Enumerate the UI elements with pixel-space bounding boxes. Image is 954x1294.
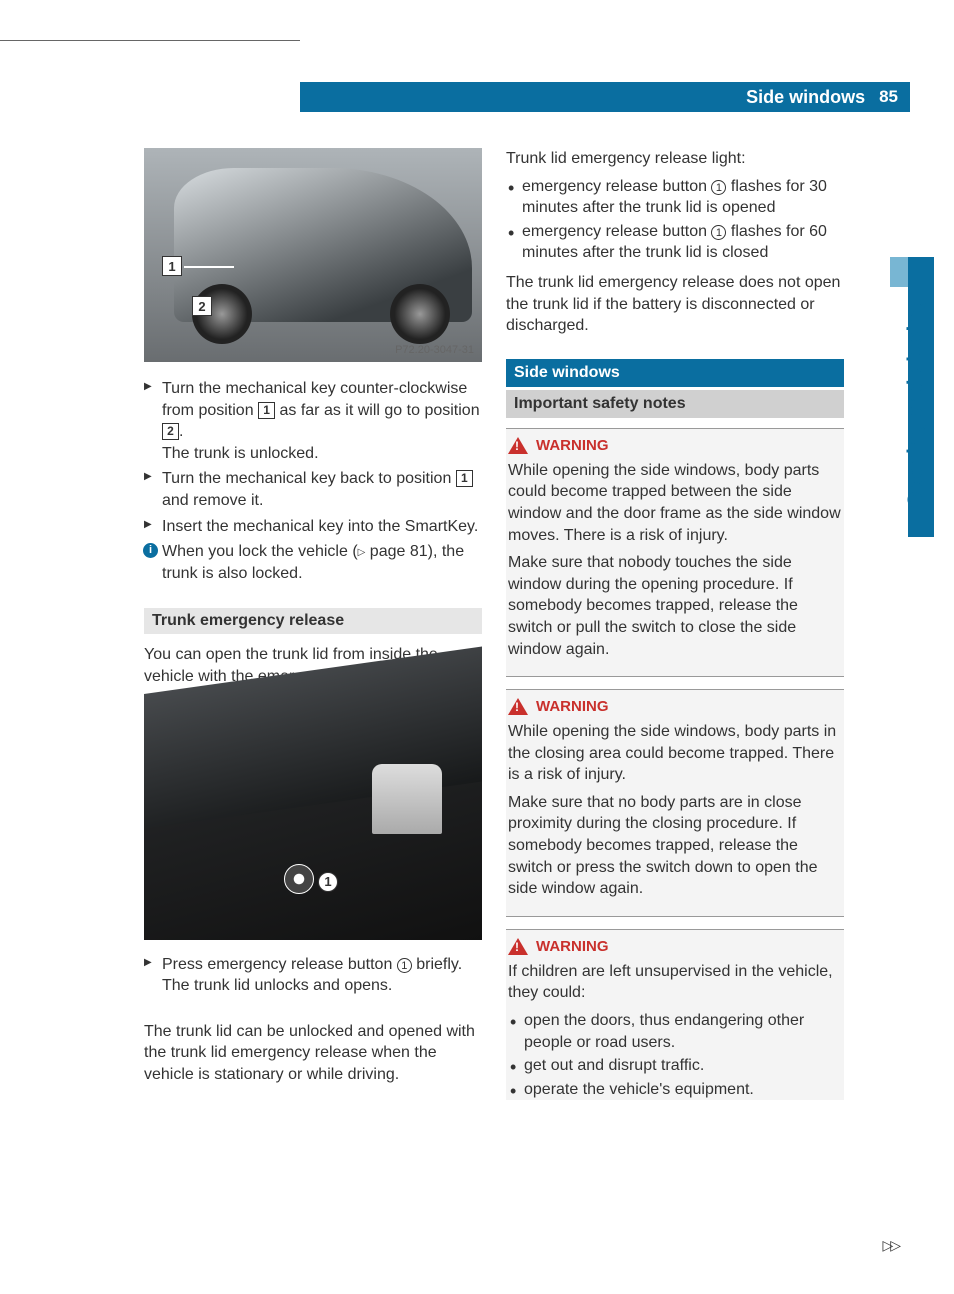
section-side-label: Opening and closing bbox=[904, 300, 928, 560]
release-light-item-1: emergency release button 1 flashes for 3… bbox=[506, 176, 844, 219]
fig1-callout-1: 1 bbox=[162, 256, 182, 276]
warning-3-item-3: operate the vehicle's equipment. bbox=[508, 1079, 842, 1101]
release-light-heading: Trunk lid emergency release light: bbox=[506, 148, 844, 170]
inline-callout-1: 1 bbox=[258, 402, 275, 419]
warning-2-p2: Make sure that no body parts are in clos… bbox=[508, 792, 842, 900]
header-title: Side windows bbox=[746, 87, 865, 108]
warning-3-heading: WARNING bbox=[508, 938, 842, 955]
figure-trunk-key: 1 2 P72.20-3047-31 bbox=[144, 148, 482, 362]
fig1-callout-2: 2 bbox=[192, 296, 212, 316]
header-page: 85 bbox=[879, 87, 898, 107]
warning-3: WARNING If children are left unsupervise… bbox=[506, 929, 844, 1101]
inline-callout-1b: 1 bbox=[456, 470, 473, 487]
warning-1-p1: While opening the side windows, body par… bbox=[508, 460, 842, 546]
figure-trunk-release: 1 P72.20-3048-31 bbox=[144, 694, 482, 940]
release-note: The trunk lid can be unlocked and opened… bbox=[144, 1021, 482, 1086]
warning-2-p1: While opening the side windows, body par… bbox=[508, 721, 842, 786]
page-content: 1 2 P72.20-3047-31 Turn the mechanical k… bbox=[144, 148, 844, 1112]
release-steps: Press emergency release button 1 briefly… bbox=[144, 954, 482, 997]
page-header: Side windows 85 bbox=[300, 82, 910, 112]
warning-icon bbox=[508, 938, 528, 955]
left-column: 1 2 P72.20-3047-31 Turn the mechanical k… bbox=[144, 148, 482, 1112]
release-light-item-2: emergency release button 1 flashes for 6… bbox=[506, 221, 844, 264]
warning-3-item-2: get out and disrupt traffic. bbox=[508, 1055, 842, 1077]
warning-1: WARNING While opening the side windows, … bbox=[506, 428, 844, 677]
inline-callout-circle-1c: 1 bbox=[711, 225, 726, 240]
step-1: Turn the mechanical key counter-clockwis… bbox=[144, 378, 482, 464]
inline-callout-2: 2 bbox=[162, 423, 179, 440]
warning-3-p1: If children are left unsupervised in the… bbox=[508, 961, 842, 1004]
warning-1-heading: WARNING bbox=[508, 437, 842, 454]
warning-2-heading: WARNING bbox=[508, 698, 842, 715]
top-rule bbox=[0, 40, 300, 41]
heading-side-windows: Side windows bbox=[506, 359, 844, 387]
warning-2: WARNING While opening the side windows, … bbox=[506, 689, 844, 917]
info-note: When you lock the vehicle (▷ page 81), t… bbox=[144, 541, 482, 584]
release-step: Press emergency release button 1 briefly… bbox=[144, 954, 482, 997]
release-light-list: emergency release button 1 flashes for 3… bbox=[506, 176, 844, 264]
subheading-safety-notes: Important safety notes bbox=[506, 390, 844, 418]
warning-3-item-1: open the doors, thus endangering other p… bbox=[508, 1010, 842, 1053]
warning-3-list: open the doors, thus endangering other p… bbox=[508, 1010, 842, 1100]
step-3: Insert the mechanical key into the Smart… bbox=[144, 516, 482, 538]
section-tab-accent bbox=[890, 257, 908, 287]
release-battery-note: The trunk lid emergency release does not… bbox=[506, 272, 844, 337]
warning-1-p2: Make sure that nobody touches the side w… bbox=[508, 552, 842, 660]
warning-icon bbox=[508, 698, 528, 715]
key-steps: Turn the mechanical key counter-clockwis… bbox=[144, 378, 482, 584]
inline-callout-circle-1b: 1 bbox=[711, 180, 726, 195]
step-2: Turn the mechanical key back to position… bbox=[144, 468, 482, 511]
inline-callout-circle-1: 1 bbox=[397, 958, 412, 973]
fig2-callout-1: 1 bbox=[318, 872, 338, 892]
right-column: Trunk lid emergency release light: emerg… bbox=[506, 148, 844, 1112]
heading-trunk-emergency: Trunk emergency release bbox=[144, 608, 482, 634]
fig1-code: P72.20-3047-31 bbox=[395, 344, 474, 356]
continue-icon: ▷▷ bbox=[882, 1237, 898, 1254]
warning-icon bbox=[508, 437, 528, 454]
